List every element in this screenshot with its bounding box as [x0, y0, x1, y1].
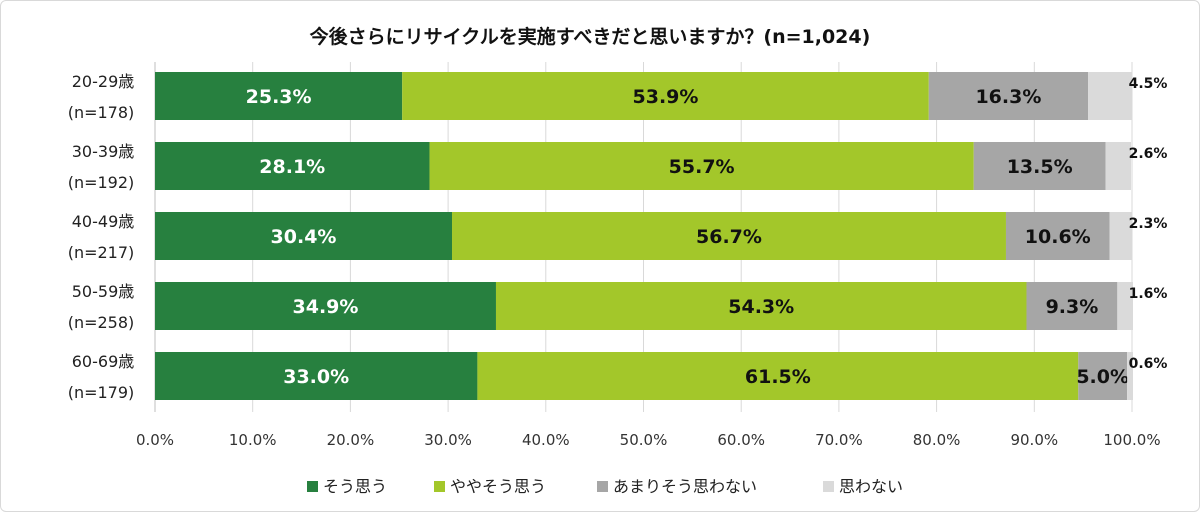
legend-swatch	[307, 481, 318, 492]
bar-segment	[928, 72, 1089, 120]
bar-segment	[1078, 352, 1128, 400]
data-label: 33.0%	[283, 366, 349, 388]
category-label: 20-29歳	[72, 72, 135, 91]
legend-swatch	[823, 481, 834, 492]
bar-segment	[155, 212, 453, 260]
data-label: 5.0%	[1076, 366, 1129, 388]
data-label: 54.3%	[728, 296, 794, 318]
data-label: 28.1%	[259, 156, 325, 178]
x-tick-label: 100.0%	[1103, 431, 1160, 449]
legend-label: 思わない	[839, 477, 903, 496]
x-tick-label: 80.0%	[913, 431, 961, 449]
data-label: 10.6%	[1025, 226, 1091, 248]
bar-segment	[1117, 282, 1133, 330]
category-label: 50-59歳	[72, 282, 135, 301]
bar-segment	[1109, 212, 1132, 260]
category-count: (n=192)	[68, 173, 135, 192]
bar-segment	[973, 142, 1106, 190]
chart-title: 今後さらにリサイクルを実施すべきだと思いますか？(n=1,024)	[309, 25, 871, 48]
legend: そう思う ややそう思う あまりそう思わない 思わない	[307, 477, 903, 496]
data-label: 1.6%	[1129, 286, 1168, 302]
bar-segment	[495, 282, 1027, 330]
legend-swatch	[434, 481, 445, 492]
category-count: (n=217)	[68, 243, 135, 262]
bar-segment	[1105, 142, 1132, 190]
legend-swatch	[597, 481, 608, 492]
bar-segment	[402, 72, 929, 120]
bar-segment	[155, 282, 496, 330]
x-tick-label: 20.0%	[327, 431, 375, 449]
x-tick-label: 90.0%	[1010, 431, 1058, 449]
data-label: 55.7%	[669, 156, 735, 178]
legend-label: あまりそう思わない	[613, 477, 757, 496]
data-label: 0.6%	[1129, 356, 1168, 372]
x-tick-label: 40.0%	[522, 431, 570, 449]
bar-segment	[155, 352, 478, 400]
x-tick-label: 60.0%	[717, 431, 765, 449]
data-label: 53.9%	[633, 86, 699, 108]
data-label: 13.5%	[1007, 156, 1073, 178]
bar-segment	[1026, 282, 1118, 330]
category-labels: 20-29歳 (n=178) 30-39歳 (n=192) 40-49歳 (n=217) 5…	[68, 72, 135, 402]
category-label: 40-49歳	[72, 212, 135, 231]
x-tick-label: 50.0%	[620, 431, 668, 449]
bar-segment	[452, 212, 1006, 260]
data-label: 16.3%	[975, 86, 1041, 108]
data-label: 9.3%	[1046, 296, 1099, 318]
category-count: (n=258)	[68, 313, 135, 332]
legend-label: ややそう思う	[450, 477, 546, 496]
bar-segment	[155, 142, 430, 190]
data-label: 4.5%	[1129, 76, 1168, 92]
category-label: 30-39歳	[72, 142, 135, 161]
x-axis-ticks: 0.0% 10.0% 20.0% 30.0% 40.0% 50.0% 60.0% 70.0% 8…	[136, 431, 1161, 449]
data-label: 25.3%	[246, 86, 312, 108]
category-label: 60-69歳	[72, 352, 135, 371]
bar-segment	[429, 142, 974, 190]
bar-segment	[1005, 212, 1110, 260]
bar-segment	[1127, 352, 1133, 400]
x-tick-label: 0.0%	[136, 431, 174, 449]
data-label: 2.6%	[1129, 146, 1168, 162]
category-count: (n=178)	[68, 103, 135, 122]
x-tick-label: 70.0%	[815, 431, 863, 449]
bar-segment	[155, 72, 403, 120]
data-label: 61.5%	[745, 366, 811, 388]
data-label: 2.3%	[1129, 216, 1168, 232]
bars: 25.3% 53.9% 16.3% 4.5% 28.1% 55.7% 13.5% 2.6% 30…	[155, 72, 1167, 400]
data-label: 30.4%	[271, 226, 337, 248]
category-count: (n=179)	[68, 383, 135, 402]
legend-label: そう思う	[323, 477, 387, 496]
data-label: 56.7%	[696, 226, 762, 248]
x-tick-label: 30.0%	[424, 431, 472, 449]
data-label: 34.9%	[293, 296, 359, 318]
bar-segment	[1088, 72, 1132, 120]
bar-segment	[477, 352, 1079, 400]
x-tick-label: 10.0%	[229, 431, 277, 449]
